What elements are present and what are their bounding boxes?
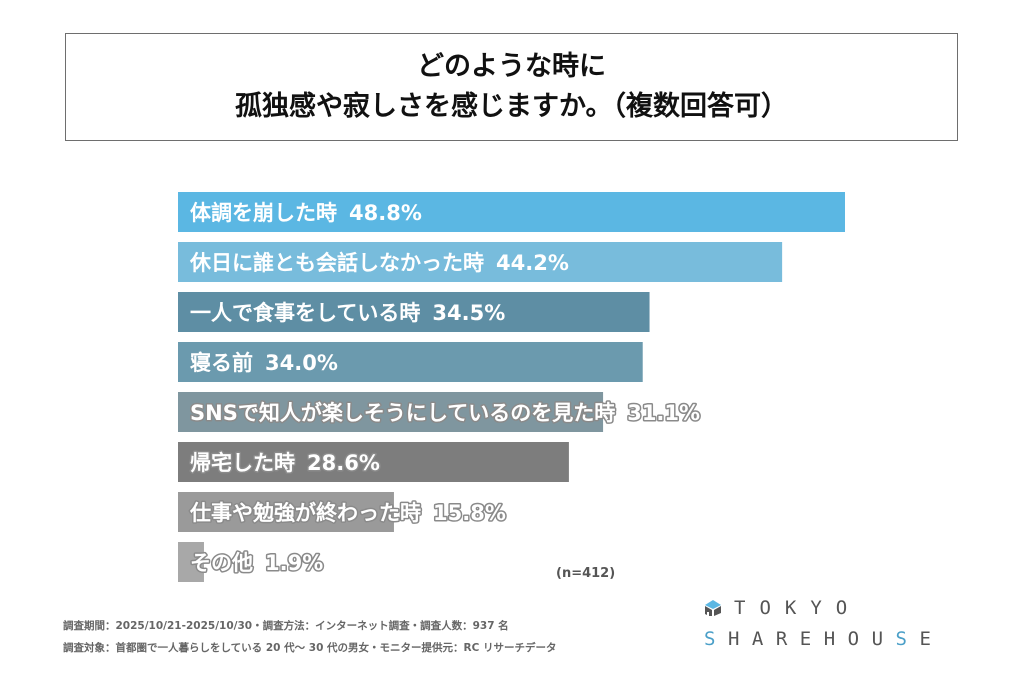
category-label: 体調を崩した時 <box>190 201 337 225</box>
bar-label-8: その他 1.9% <box>190 551 323 575</box>
bar-2 <box>178 242 783 282</box>
sample-size-label: (n=412) <box>556 566 616 581</box>
bar-label-6: 帰宅した時 28.6% <box>190 451 380 475</box>
value-label: 34.5% <box>432 301 505 325</box>
logo-letter-s2: S <box>895 628 920 650</box>
logo-text-sharehouse: SHAREHOUSE <box>704 628 943 650</box>
bar-8 <box>178 542 204 582</box>
bar-label-4: 寝る前 34.0% <box>190 351 338 375</box>
value-label: 15.8% <box>433 501 506 525</box>
bar-4 <box>178 342 643 382</box>
category-label: 休日に誰とも会話しなかった時 <box>189 251 484 275</box>
category-label: 一人で食事をしている時 <box>190 301 420 325</box>
category-label: 寝る前 <box>190 351 253 375</box>
bar-label-3: 一人で食事をしている時 34.5% <box>190 301 505 325</box>
chart-title-line-2: 孤独感や寂しさを感じますか。（複数回答可） <box>235 91 788 122</box>
bar-7 <box>178 492 394 532</box>
bar-label-7: 仕事や勉強が終わった時 15.8% <box>189 501 506 525</box>
bar-1 <box>178 192 845 232</box>
category-label: 帰宅した時 <box>190 451 295 475</box>
tokyo-sharehouse-logo: TOKYO SHAREHOUSE <box>704 596 943 650</box>
value-label: 48.8% <box>349 201 422 225</box>
category-label: 仕事や勉強が終わった時 <box>189 501 421 525</box>
bar-5 <box>178 392 604 432</box>
bar-3 <box>178 292 650 332</box>
logo-letter-e: E <box>919 628 944 650</box>
chart-title-box: どのような時に 孤独感や寂しさを感じますか。（複数回答可） <box>65 33 958 141</box>
logo-letter-s1: S <box>704 628 728 650</box>
logo-letters-middle: HAREHOU <box>727 628 896 650</box>
house-cube-icon <box>705 600 721 616</box>
chart-title-line-1: どのような時に <box>417 51 606 82</box>
bar-chart: 体調を崩した時 48.8% 休日に誰とも会話しなかった時 44.2% 一人で食事をしてい… <box>178 192 845 582</box>
bar-6 <box>178 442 569 482</box>
bar-label-5: SNSで知人が楽しそうにしているのを見た時 31.1% <box>190 401 700 425</box>
value-label: 28.6% <box>307 451 380 475</box>
survey-info-line-1: 調査期間：2025/10/21-2025/10/30・調査方法：インターネット調… <box>63 620 509 632</box>
value-label: 31.1% <box>627 401 700 425</box>
value-label: 44.2% <box>496 251 569 275</box>
survey-info-line-2: 調査対象：首都圏で一人暮らしをしている 20 代～ 30 代の男女・モニター提供… <box>63 642 557 654</box>
logo-text-tokyo: TOKYO <box>734 597 862 619</box>
category-label: その他 <box>190 551 253 575</box>
bar-label-1: 体調を崩した時 48.8% <box>190 201 422 225</box>
bar-label-2: 休日に誰とも会話しなかった時 44.2% <box>189 251 569 275</box>
value-label: 1.9% <box>265 551 323 575</box>
value-label: 34.0% <box>265 351 338 375</box>
category-label: SNSで知人が楽しそうにしているのを見た時 <box>190 401 615 425</box>
